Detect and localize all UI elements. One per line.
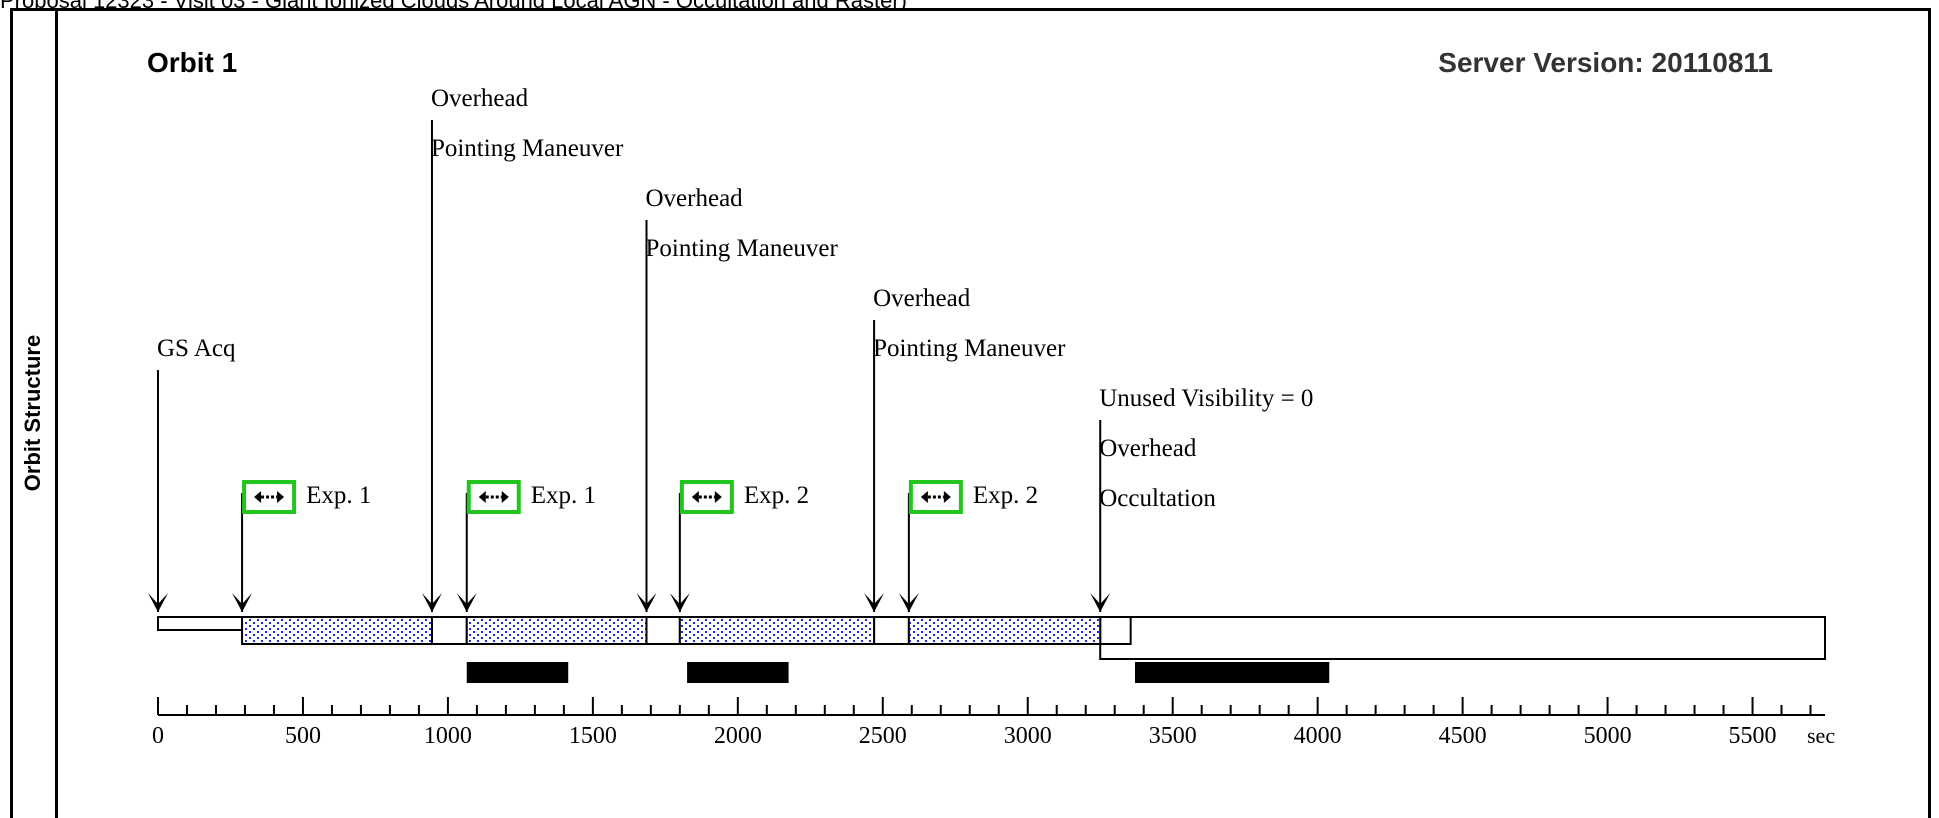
marker-label: Occultation <box>1099 485 1216 512</box>
axis-tick-label: 0 <box>152 723 164 749</box>
exposure-label: Exp. 2 <box>744 482 809 509</box>
axis-tick-label: 4000 <box>1294 723 1342 749</box>
axis-tick-label: 3000 <box>1004 723 1052 749</box>
axis-tick-label: 1000 <box>424 723 472 749</box>
axis-tick-label: 500 <box>285 723 321 749</box>
axis-tick-label: 1500 <box>569 723 617 749</box>
left-arrow-icon <box>691 491 699 503</box>
black-bar-1 <box>466 662 569 683</box>
marker-arrow-occultation <box>1090 593 1111 612</box>
marker-label: Overhead <box>1099 435 1197 462</box>
orbit-title: Orbit 1 <box>147 47 237 78</box>
marker-label: Unused Visibility = 0 <box>1099 385 1313 412</box>
side-label-column: Orbit Structure <box>10 8 58 818</box>
exposure-box-2 <box>465 616 648 645</box>
marker-label: GS Acq <box>157 335 236 362</box>
server-version: Server Version: 20110811 <box>1438 47 1773 78</box>
left-arrow-icon <box>920 491 928 503</box>
marker-arrow-exp1a-start <box>232 593 253 612</box>
marker-label: Pointing Maneuver <box>431 135 624 162</box>
marker-arrow-exp2b-start <box>898 593 919 612</box>
overhead-box-3 <box>873 616 910 645</box>
overhead-box-0 <box>157 616 244 631</box>
right-arrow-icon <box>943 491 951 503</box>
axis-tick-label: 5000 <box>1584 723 1632 749</box>
marker-arrow-overhead-3 <box>864 593 885 612</box>
axis-tick-label: 2000 <box>714 723 762 749</box>
overhead-box-2 <box>645 616 681 645</box>
exposure-icon-group-1: Exp. 1 <box>242 480 371 514</box>
axis-tick-label: 3500 <box>1149 723 1197 749</box>
exposure-icon <box>242 480 297 514</box>
left-arrow-icon <box>254 491 262 503</box>
axis-tick-label: 2500 <box>859 723 907 749</box>
exposure-box-4 <box>907 616 1102 645</box>
overhead-box-4 <box>1099 616 1132 645</box>
marker-label: Overhead <box>431 85 529 112</box>
marker-arrow-overhead-1 <box>421 593 442 612</box>
black-bar-2 <box>687 662 789 683</box>
overhead-box-1 <box>430 616 468 645</box>
orbit-frame <box>10 8 1931 818</box>
right-arrow-icon <box>277 491 285 503</box>
exposure-label: Exp. 1 <box>306 482 371 509</box>
marker-arrow-overhead-2 <box>636 593 657 612</box>
right-arrow-icon <box>714 491 722 503</box>
occultation-box <box>1099 616 1826 660</box>
marker-label: Overhead <box>873 285 971 312</box>
black-bar-3 <box>1135 662 1330 683</box>
exposure-icon-group-2: Exp. 1 <box>466 480 596 514</box>
axis-tick-label: 4500 <box>1439 723 1487 749</box>
exposure-icon-group-4: Exp. 2 <box>908 480 1038 514</box>
exposure-box-3 <box>678 616 876 645</box>
exposure-icon-group-3: Exp. 2 <box>679 480 809 514</box>
exposure-label: Exp. 1 <box>531 482 596 509</box>
marker-label: Pointing Maneuver <box>873 335 1066 362</box>
axis-unit-label: sec <box>1807 723 1835 748</box>
exposure-label: Exp. 2 <box>973 482 1038 509</box>
left-arrow-icon <box>478 491 486 503</box>
right-arrow-icon <box>501 491 509 503</box>
marker-arrow-exp2a-start <box>669 593 690 612</box>
marker-label: Overhead <box>646 185 744 212</box>
marker-arrow-gs-acq <box>148 593 168 612</box>
exposure-box-1 <box>241 616 433 645</box>
page-header-text: Proposal 12323 - Visit 03 - Giant Ionize… <box>0 0 1939 11</box>
axis-tick-label: 5500 <box>1729 723 1777 749</box>
marker-label: Pointing Maneuver <box>646 235 839 262</box>
marker-arrow-exp1b-start <box>456 593 477 612</box>
